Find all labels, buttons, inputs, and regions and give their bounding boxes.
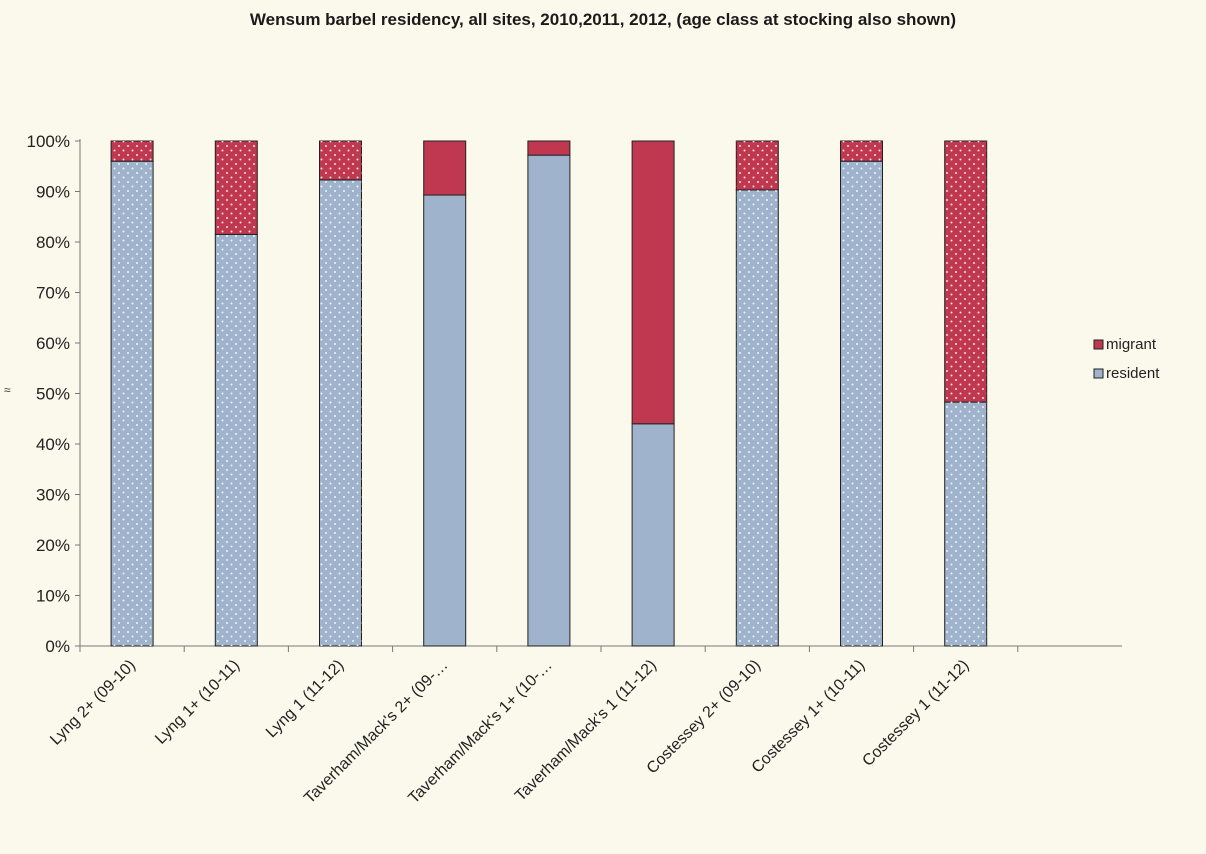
bar-dot-texture [944,141,987,646]
y-tick-label: 100% [27,132,70,151]
legend-swatch [1093,368,1104,379]
x-category-label: Lyng 1+ (10-11) [152,657,243,748]
y-tick-label: 90% [36,183,70,202]
axis-stray-mark: ≈ [4,383,11,397]
bar-resident [527,154,571,647]
y-tick-label: 60% [36,334,70,353]
bar-migrant [631,140,675,425]
bar-resident [423,194,467,647]
y-tick-label: 70% [36,284,70,303]
bar-dot-texture [736,141,779,646]
y-tick-label: 40% [36,435,70,454]
y-tick-label: 0% [45,637,70,656]
bar-migrant [527,140,571,156]
bar-dot-texture [840,141,883,646]
x-category-label: Lyng 1 (11-12) [263,657,347,741]
legend-swatch [1093,339,1104,350]
bar-migrant [423,140,467,196]
chart-title: Wensum barbel residency, all sites, 2010… [249,10,957,29]
bar-resident [631,423,675,647]
y-tick-label: 20% [36,536,70,555]
legend-label: resident [1106,365,1160,382]
y-tick-label: 10% [36,587,70,606]
legend-label: migrant [1106,336,1157,353]
x-category-label: Lyng 2+ (09-10) [47,657,139,749]
x-category-label: Costessey 2+ (09-10) [644,657,764,777]
bar-dot-texture [319,141,362,646]
bar-dot-texture [215,141,258,646]
y-tick-label: 80% [36,233,70,252]
y-tick-label: 30% [36,486,70,505]
bar-dot-texture [111,141,154,646]
x-category-label: Costessey 1+ (10-11) [749,657,869,777]
y-tick-label: 50% [36,385,70,404]
x-category-label: Costessey 1 (11-12) [859,657,972,770]
